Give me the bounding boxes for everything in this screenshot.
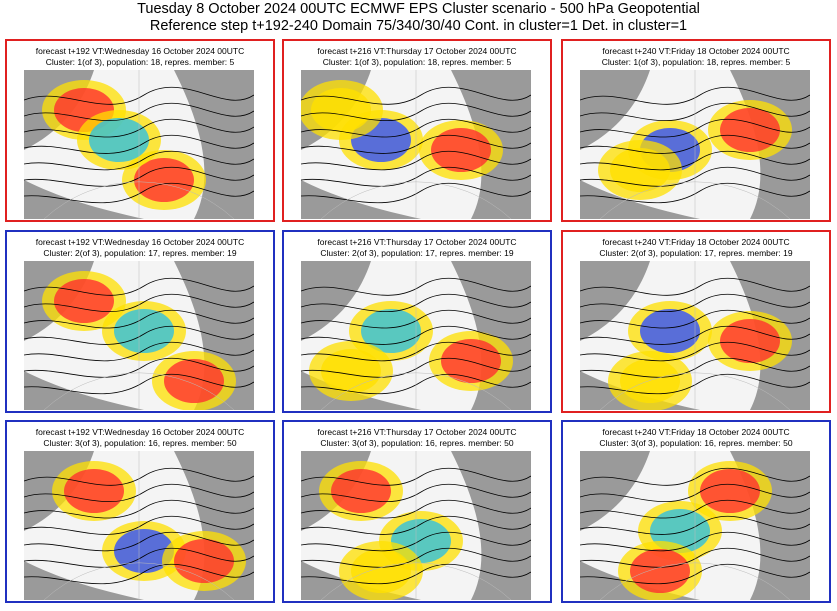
- panel-cluster-caption: Cluster: 1(of 3), population: 18, repres…: [45, 57, 235, 67]
- geopotential-map: [24, 451, 254, 600]
- panel-forecast-caption: forecast t+216 VT:Thursday 17 October 20…: [317, 427, 517, 437]
- cluster-panel: forecast t+216 VT:Thursday 17 October 20…: [282, 39, 552, 222]
- panel-cluster-caption: Cluster: 3(of 3), population: 16, repres…: [320, 438, 514, 448]
- geopotential-map: [301, 70, 531, 219]
- cluster-panel: forecast t+192 VT:Wednesday 16 October 2…: [5, 39, 275, 222]
- geopotential-map: [24, 70, 254, 219]
- cluster-panel: forecast t+192 VT:Wednesday 16 October 2…: [5, 230, 275, 413]
- panel-cluster-caption: Cluster: 2(of 3), population: 17, repres…: [320, 248, 514, 258]
- panel-forecast-caption: forecast t+192 VT:Wednesday 16 October 2…: [35, 46, 245, 56]
- page-subtitle: Reference step t+192-240 Domain 75/340/3…: [149, 18, 688, 34]
- panel-cluster-caption: Cluster: 2(of 3), population: 17, repres…: [599, 248, 793, 258]
- page-title: Tuesday 8 October 2024 00UTC ECMWF EPS C…: [137, 1, 700, 17]
- panel-forecast-caption: forecast t+192 VT:Wednesday 16 October 2…: [35, 427, 245, 437]
- cluster-panel: forecast t+216 VT:Thursday 17 October 20…: [282, 420, 552, 603]
- panel-cluster-caption: Cluster: 3(of 3), population: 16, repres…: [599, 438, 793, 448]
- geopotential-map: [24, 261, 254, 410]
- panel-forecast-caption: forecast t+240 VT:Friday 18 October 2024…: [602, 427, 790, 437]
- cluster-panel: forecast t+192 VT:Wednesday 16 October 2…: [5, 420, 275, 603]
- panel-cluster-caption: Cluster: 1(of 3), population: 18, repres…: [322, 57, 512, 67]
- geopotential-map: [301, 451, 531, 600]
- panel-forecast-caption: forecast t+240 VT:Friday 18 October 2024…: [602, 46, 790, 56]
- panel-forecast-caption: forecast t+216 VT:Thursday 17 October 20…: [317, 46, 517, 56]
- panel-cluster-caption: Cluster: 2(of 3), population: 17, repres…: [43, 248, 237, 258]
- cluster-panel: forecast t+240 VT:Friday 18 October 2024…: [561, 39, 831, 222]
- panel-cluster-caption: Cluster: 3(of 3), population: 16, repres…: [43, 438, 237, 448]
- cluster-panel: forecast t+240 VT:Friday 18 October 2024…: [561, 230, 831, 413]
- cluster-panel: forecast t+216 VT:Thursday 17 October 20…: [282, 230, 552, 413]
- cluster-panel: forecast t+240 VT:Friday 18 October 2024…: [561, 420, 831, 603]
- panel-forecast-caption: forecast t+192 VT:Wednesday 16 October 2…: [35, 237, 245, 247]
- geopotential-map: [580, 451, 810, 600]
- geopotential-map: [301, 261, 531, 410]
- geopotential-map: [580, 70, 810, 219]
- geopotential-map: [580, 261, 810, 410]
- panel-forecast-caption: forecast t+216 VT:Thursday 17 October 20…: [317, 237, 517, 247]
- panel-forecast-caption: forecast t+240 VT:Friday 18 October 2024…: [602, 237, 790, 247]
- panel-cluster-caption: Cluster: 1(of 3), population: 18, repres…: [601, 57, 791, 67]
